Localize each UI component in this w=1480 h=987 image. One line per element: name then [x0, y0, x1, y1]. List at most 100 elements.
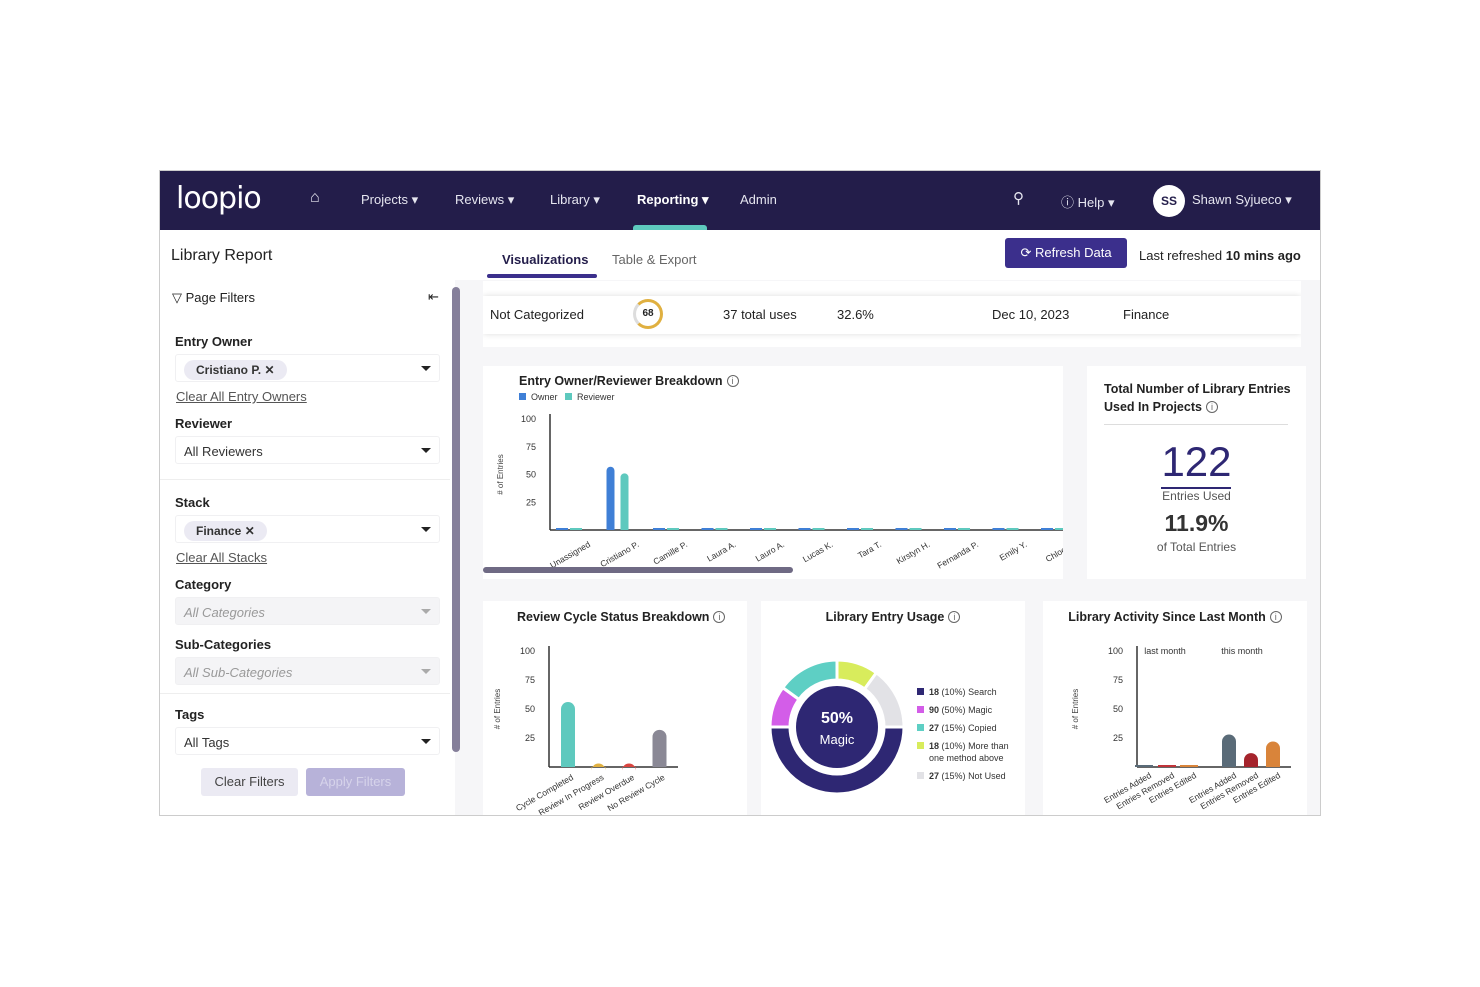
collapse-sidebar-icon[interactable]: ⇤ [428, 289, 439, 304]
tab-table-export[interactable]: Table & Export [612, 252, 697, 267]
chart-horizontal-scrollbar[interactable] [483, 567, 793, 573]
bar [622, 763, 636, 771]
page-filters-header: ▽ Page Filters [172, 290, 255, 306]
help-icon: ⓘ [1061, 195, 1075, 210]
info-icon[interactable]: i [1269, 611, 1282, 623]
avatar[interactable]: SS [1153, 185, 1185, 217]
sidebar-scrollbar[interactable] [452, 287, 460, 752]
reviewer-value: All Reviewers [184, 444, 263, 459]
legend-swatch [917, 742, 924, 749]
group-label: last month [1144, 646, 1186, 656]
legend-pct: (15%) [941, 723, 966, 733]
legend-label: More than one method above [929, 741, 1009, 763]
entry-owner-chip[interactable]: Cristiano P. ✕ [184, 360, 287, 380]
category-select[interactable]: All Categories [175, 597, 440, 625]
donut-center [796, 686, 878, 768]
apply-filters-button[interactable]: Apply Filters [306, 768, 405, 796]
x-tick-label: Camille P. [651, 539, 689, 566]
bar [701, 528, 714, 530]
bar [1180, 765, 1198, 767]
chip-label: Cristiano P. [196, 363, 262, 377]
chart-title: Entry Owner/Reviewer Breakdown i [519, 374, 739, 388]
chart-title: Library Activity Since Last Month i [1043, 610, 1307, 624]
bar [909, 528, 922, 530]
top-nav: loopio ⌂ Projects ▾ Reviews ▾ Library ▾ … [160, 171, 1320, 230]
nav-library[interactable]: Library ▾ [550, 192, 600, 207]
clear-entry-owners-link[interactable]: Clear All Entry Owners [176, 389, 307, 404]
bar [620, 473, 629, 530]
refresh-data-button[interactable]: ⟳ Refresh Data [1005, 238, 1127, 268]
app-window: loopio ⌂ Projects ▾ Reviews ▾ Library ▾ … [159, 170, 1321, 816]
review-cycle-chart-card: Review Cycle Status Breakdown i 100 75 50 25… [483, 601, 747, 815]
info-icon[interactable]: i [948, 611, 961, 623]
legend-pct: (15%) [941, 771, 966, 781]
x-tick-label: Fernanda P. [935, 539, 980, 571]
loopio-logo[interactable]: loopio [176, 181, 262, 216]
y-axis-label: # of Entries [493, 689, 502, 729]
refresh-icon: ⟳ [1020, 245, 1032, 260]
tags-value: All Tags [184, 735, 230, 750]
chevron-down-icon [421, 669, 431, 674]
x-tick-label: Laura A. [705, 539, 737, 563]
legend-swatch [917, 706, 924, 713]
active-nav-indicator [633, 225, 707, 230]
bar [861, 528, 873, 530]
x-tick-label: Unassigned [548, 539, 592, 570]
library-usage-chart-card: Library Entry Usage i 50% Magic 18 (10%) S… [761, 601, 1025, 815]
chip-label: Finance [196, 524, 242, 538]
nav-projects[interactable]: Projects ▾ [361, 192, 419, 207]
entry-owner-select[interactable]: Cristiano P. ✕ [175, 354, 440, 382]
bar [1055, 528, 1063, 530]
home-icon[interactable]: ⌂ [310, 189, 320, 206]
tags-select[interactable]: All Tags [175, 727, 440, 755]
bar [1006, 528, 1019, 530]
info-icon[interactable]: i [713, 611, 726, 623]
stack-select[interactable]: Finance ✕ [175, 515, 440, 543]
remove-chip-icon[interactable]: ✕ [244, 524, 255, 538]
stack-label: Stack [175, 495, 210, 510]
category-label: Category [175, 577, 232, 592]
y-axis-label: # of Entries [496, 454, 505, 494]
bar [1266, 741, 1280, 767]
refresh-label: Refresh Data [1034, 245, 1112, 260]
legend-pct: (50%) [941, 705, 966, 715]
clear-filters-button[interactable]: Clear Filters [201, 768, 298, 796]
filter-sidebar: ▽ Page Filters ⇤ Entry Owner Cristiano P… [160, 280, 455, 815]
search-icon[interactable]: ⚲ [1013, 190, 1024, 207]
library-activity-chart-card: Library Activity Since Last Month i 100 75… [1043, 601, 1307, 815]
user-name: Shawn Syjueco [1192, 192, 1282, 207]
user-menu[interactable]: Shawn Syjueco ▾ [1192, 192, 1292, 207]
clear-stacks-link[interactable]: Clear All Stacks [176, 550, 268, 565]
nav-admin[interactable]: Admin [740, 192, 777, 207]
x-tick-label: Chloe S. [1044, 539, 1063, 564]
row-percent: 32.6% [837, 307, 874, 322]
bar [570, 528, 582, 530]
legend-swatch [917, 772, 924, 779]
chevron-down-icon [421, 527, 431, 532]
subcategory-select[interactable]: All Sub-Categories [175, 657, 440, 685]
chevron-down-icon [421, 609, 431, 614]
total-card-title: Total Number of Library Entries Used In … [1104, 380, 1294, 416]
tab-visualizations[interactable]: Visualizations [502, 252, 589, 267]
legend-item: 18 (10%) More than one method above [917, 740, 1022, 764]
reviewer-select[interactable]: All Reviewers [175, 436, 440, 464]
legend: Owner Reviewer [519, 391, 615, 403]
info-icon[interactable]: i [1205, 401, 1218, 413]
legend-swatch-owner [519, 393, 526, 400]
legend-reviewer: Reviewer [577, 392, 615, 402]
bar [1135, 765, 1153, 767]
chart-title: Review Cycle Status Breakdown i [517, 610, 726, 624]
x-tick-label: Cristiano P. [598, 539, 640, 569]
info-icon[interactable]: i [726, 375, 739, 387]
help-menu[interactable]: ⓘ Help ▾ [1061, 195, 1115, 210]
nav-reviews[interactable]: Reviews ▾ [455, 192, 515, 207]
nav-reporting[interactable]: Reporting ▾ [637, 192, 709, 207]
bar [652, 729, 667, 767]
table-row[interactable]: Not Categorized 68 37 total uses 32.6% D… [483, 296, 1301, 334]
legend-count: 90 [929, 705, 940, 715]
chart-title-text: Library Activity Since Last Month [1068, 610, 1266, 624]
page-filters-title: Page Filters [185, 290, 255, 305]
stack-chip[interactable]: Finance ✕ [184, 521, 267, 541]
remove-chip-icon[interactable]: ✕ [264, 363, 275, 377]
